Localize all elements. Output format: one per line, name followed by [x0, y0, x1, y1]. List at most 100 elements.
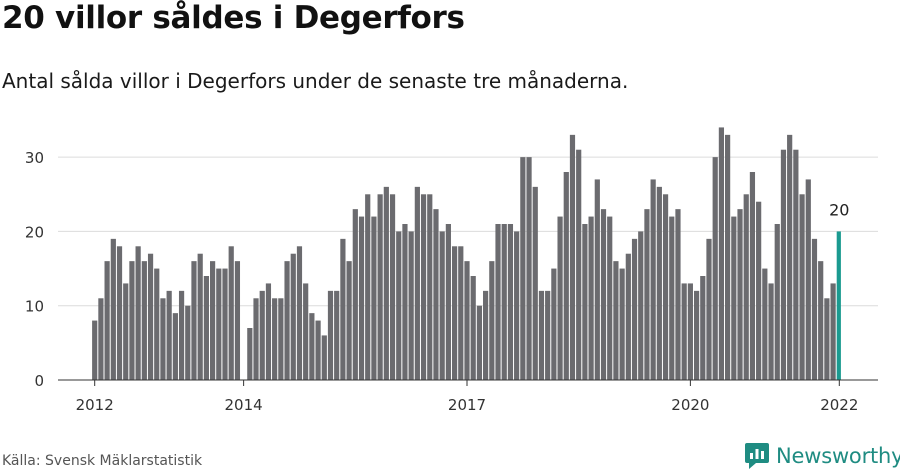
- bar: [774, 224, 780, 380]
- bar: [638, 231, 644, 380]
- bar: [451, 246, 458, 380]
- bar: [700, 276, 706, 380]
- brand-name: Newsworthy: [776, 444, 900, 468]
- bar: [545, 290, 551, 380]
- bar: [234, 261, 241, 380]
- bar: [526, 157, 532, 380]
- bar: [675, 209, 681, 380]
- bar: [303, 283, 309, 380]
- y-tick-label: 30: [25, 149, 44, 167]
- bar: [396, 231, 402, 380]
- bar: [420, 194, 427, 380]
- bar: [290, 253, 296, 380]
- bar: [712, 157, 718, 380]
- y-axis-ticks: 0 10 20 30: [25, 149, 44, 390]
- y-tick-label: 0: [34, 372, 44, 390]
- bar: [731, 216, 737, 380]
- bar: [321, 335, 327, 380]
- x-tick-label: 2022: [820, 396, 858, 414]
- bar: [433, 209, 439, 380]
- bar: [203, 276, 209, 380]
- bar: [476, 305, 483, 380]
- bar: [309, 313, 315, 380]
- bar: [445, 224, 451, 380]
- bar: [402, 224, 408, 380]
- bar: [569, 134, 576, 380]
- bar: [507, 224, 514, 380]
- bar: [247, 328, 253, 380]
- bar: [600, 209, 607, 380]
- bar: [607, 216, 613, 380]
- bar: [787, 134, 793, 380]
- bar: [414, 186, 420, 380]
- bar: [749, 172, 756, 380]
- bar: [216, 268, 222, 380]
- bar: [365, 194, 371, 380]
- bar: [551, 268, 557, 380]
- bar: [210, 261, 216, 380]
- bar: [768, 283, 774, 380]
- bar: [514, 231, 520, 380]
- bar: [737, 209, 743, 380]
- bar: [576, 149, 582, 380]
- bar: [464, 261, 470, 380]
- bar: [104, 261, 110, 380]
- bar: [222, 268, 228, 380]
- bar: [110, 238, 116, 380]
- bar: [706, 238, 712, 380]
- newsworthy-logo[interactable]: Newsworthy: [744, 441, 900, 471]
- bar: [253, 298, 259, 380]
- bar: [756, 201, 762, 380]
- x-tick-label: 2017: [448, 396, 486, 414]
- bar: [501, 224, 507, 380]
- bar: [346, 261, 352, 380]
- bar: [141, 261, 147, 380]
- bar: [166, 290, 172, 380]
- bar: [805, 179, 811, 380]
- bar: [352, 209, 358, 380]
- chart-title: 20 villor såldes i Degerfors: [2, 0, 465, 36]
- bar: [743, 194, 749, 380]
- bar: [265, 283, 272, 380]
- x-tick-label: 2020: [671, 396, 709, 414]
- bar: [693, 290, 700, 380]
- bar: [625, 253, 631, 380]
- bar: [228, 246, 234, 380]
- bar: [725, 134, 731, 380]
- newsworthy-logo-icon: [745, 443, 769, 469]
- bar: [334, 290, 340, 380]
- bar: [296, 246, 303, 380]
- bar: [662, 194, 669, 380]
- bar: [259, 290, 265, 380]
- bar: [92, 320, 98, 380]
- chart-subtitle: Antal sålda villor i Degerfors under de …: [2, 69, 629, 93]
- bar: [284, 261, 290, 380]
- bar: [818, 261, 824, 380]
- bar-highlight: [836, 231, 841, 380]
- bar: [116, 246, 123, 380]
- annotation-label: 20: [829, 200, 849, 219]
- bar: [178, 290, 185, 380]
- bar: [483, 290, 489, 380]
- bar: [191, 261, 197, 380]
- bar: [563, 172, 569, 380]
- bar: [458, 246, 464, 380]
- bar: [656, 186, 662, 380]
- bar: [383, 186, 389, 380]
- bar: [538, 290, 545, 380]
- bar: [669, 216, 675, 380]
- bar: [439, 231, 445, 380]
- bar: [613, 261, 619, 380]
- bar: [172, 313, 178, 380]
- bar: [154, 268, 160, 380]
- y-tick-label: 10: [25, 298, 44, 316]
- bar: [793, 149, 799, 380]
- bar: [427, 194, 433, 380]
- source-note: Källa: Svensk Mäklarstatistik: [2, 453, 203, 469]
- bar: [830, 283, 836, 380]
- annotation: 20: [829, 200, 849, 219]
- bar: [762, 268, 768, 380]
- bar: [147, 253, 154, 380]
- bar: [377, 194, 383, 380]
- x-tick-label: 2012: [76, 396, 114, 414]
